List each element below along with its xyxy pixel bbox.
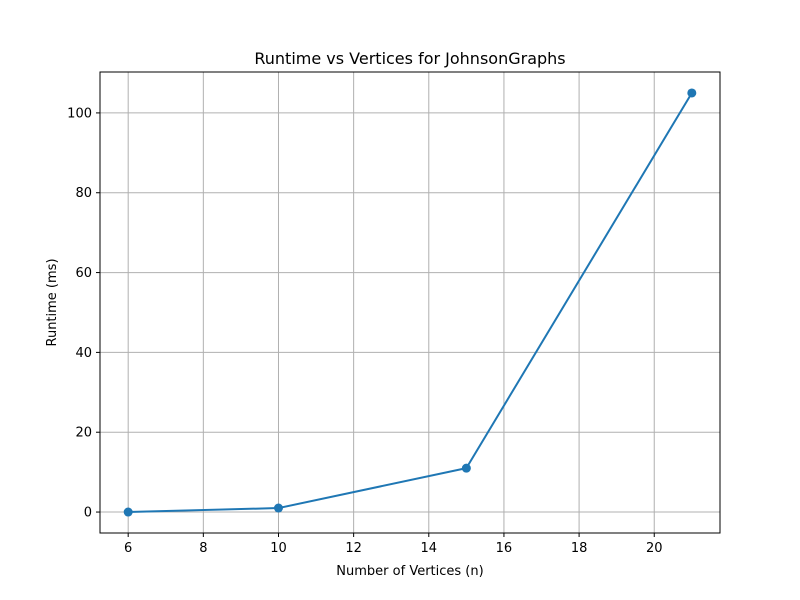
- grid-layer: [100, 72, 720, 533]
- x-tick-label: 14: [421, 541, 438, 556]
- series-layer: [123, 88, 697, 517]
- x-tick-label: 12: [345, 541, 362, 556]
- x-tick-label: 16: [496, 541, 513, 556]
- y-axis-label: Runtime (ms): [45, 258, 60, 346]
- data-point: [123, 507, 133, 517]
- x-tick-label: 6: [124, 541, 132, 556]
- chart-title: Runtime vs Vertices for JohnsonGraphs: [254, 49, 565, 68]
- y-tick-label: 0: [84, 506, 92, 521]
- data-point: [461, 463, 471, 473]
- tick-layer: 6 8 10 12 14 16 18 20 0 20 40 60 80 100: [67, 106, 662, 556]
- x-tick-label: 8: [199, 541, 207, 556]
- y-tick-label: 60: [75, 266, 92, 281]
- y-tick-label: 20: [75, 426, 92, 441]
- x-tick-label: 18: [571, 541, 588, 556]
- x-tick-label: 10: [270, 541, 287, 556]
- x-axis-label: Number of Vertices (n): [336, 564, 483, 579]
- plot-frame: [99, 71, 721, 534]
- data-point: [687, 88, 697, 98]
- y-tick-label: 80: [75, 186, 92, 201]
- series-line: [128, 92, 693, 514]
- x-tick-label: 20: [646, 541, 663, 556]
- y-tick-label: 40: [75, 346, 92, 361]
- data-point: [273, 503, 283, 513]
- y-tick-label: 100: [67, 106, 92, 121]
